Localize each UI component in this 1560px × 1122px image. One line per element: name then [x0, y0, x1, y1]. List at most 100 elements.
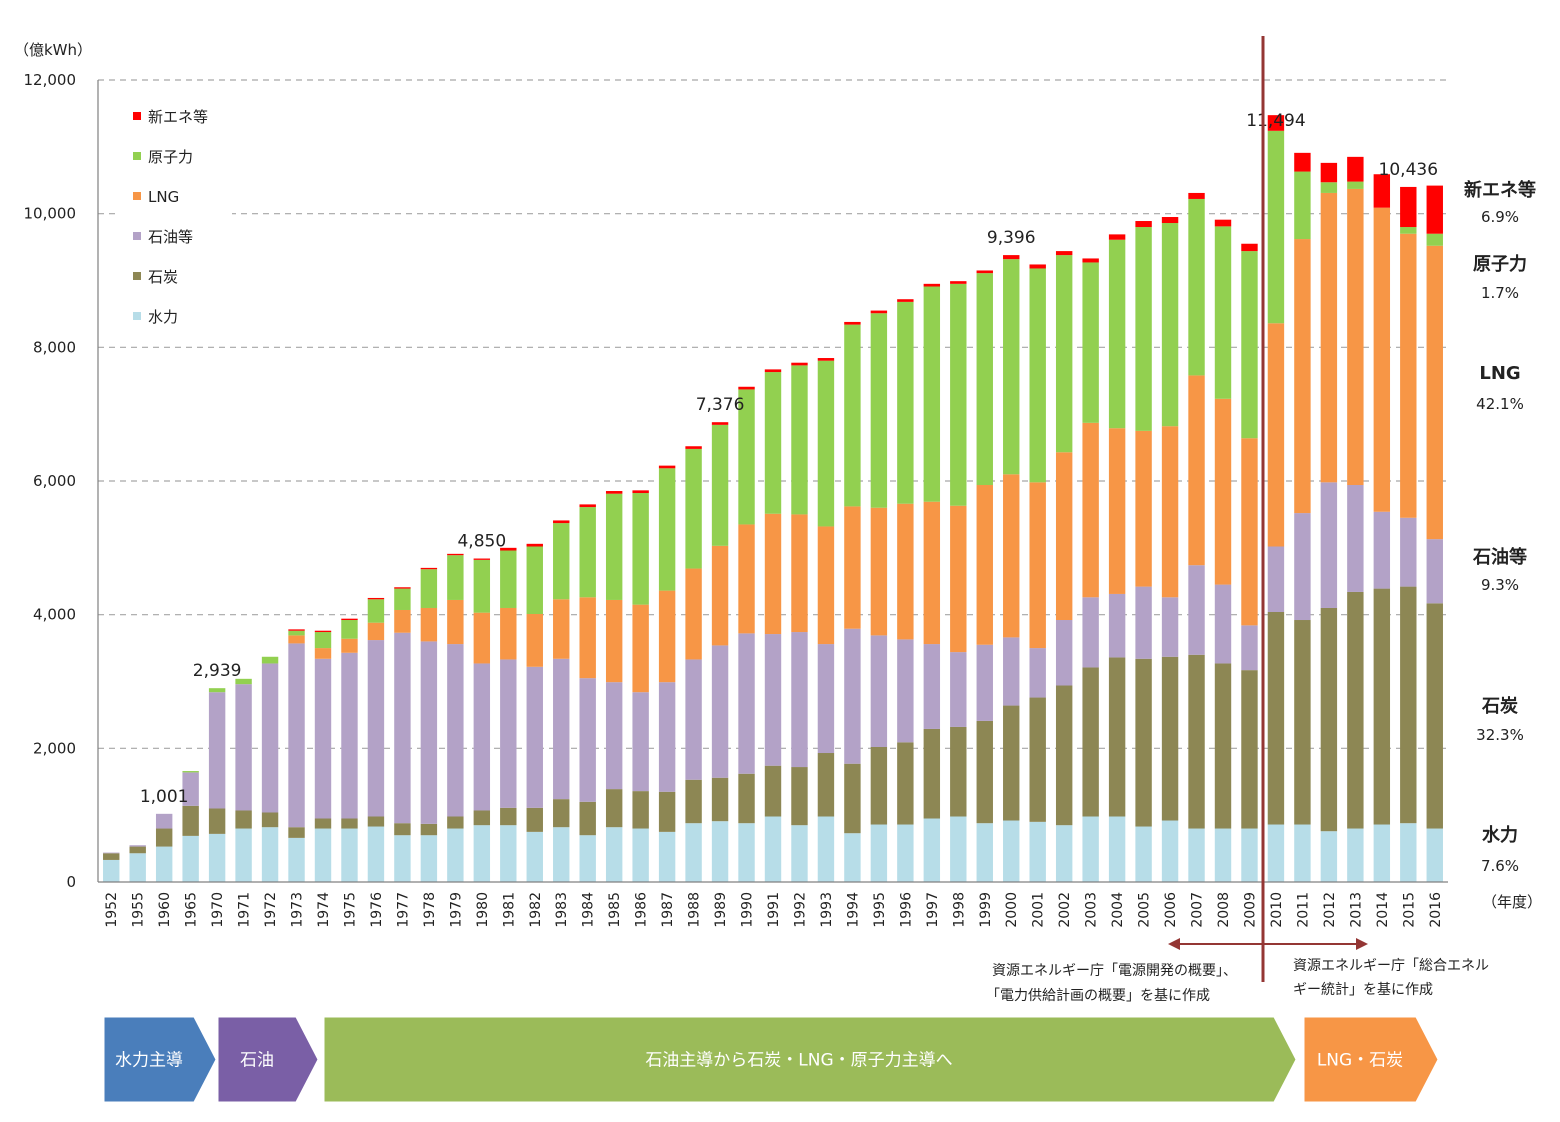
bar-segment — [923, 286, 941, 502]
x-tick-label: 1994 — [845, 892, 861, 928]
x-tick-label: 1987 — [660, 892, 676, 928]
bar-segment — [367, 640, 385, 817]
bar-segment — [1188, 654, 1205, 829]
bar-segment — [658, 831, 676, 882]
y-tick-label: 8,000 — [33, 338, 76, 356]
bar-segment — [1426, 185, 1443, 234]
bar-segment — [1161, 656, 1179, 821]
share-name: 石炭 — [1481, 695, 1518, 717]
x-axis-label: （年度） — [1482, 893, 1542, 911]
bar-segment — [870, 507, 888, 636]
bar-segment — [341, 818, 358, 829]
bar-segment — [1426, 828, 1443, 882]
bar-segment — [1055, 825, 1073, 882]
x-tick-label: 1997 — [925, 892, 941, 928]
bar-segment — [500, 807, 517, 826]
bar-segment — [579, 504, 596, 508]
share-percent: 9.3% — [1481, 576, 1519, 594]
bar-segment — [1241, 670, 1258, 829]
bar-segment — [764, 513, 782, 635]
bar-segment — [870, 746, 888, 825]
legend-label: LNG — [148, 188, 179, 206]
bar-segment — [632, 828, 649, 882]
bar-segment — [817, 753, 835, 817]
bar-segment — [447, 599, 464, 645]
bar-segment — [976, 273, 993, 486]
bar-segment — [1426, 539, 1443, 604]
bar-segment — [1082, 258, 1099, 263]
x-tick-label: 1971 — [237, 892, 253, 928]
bar-segment — [1373, 588, 1391, 825]
bar-segment — [235, 828, 252, 882]
bar-segment — [1400, 233, 1417, 518]
bar-segment — [314, 658, 332, 819]
x-tick-label: 2012 — [1322, 892, 1338, 928]
x-tick-label: 2000 — [1004, 892, 1020, 928]
x-tick-label: 1992 — [792, 892, 808, 928]
bar-segment — [923, 728, 941, 819]
y-tick-label: 0 — [66, 873, 76, 891]
x-tick-label: 1960 — [157, 892, 173, 928]
bar-segment — [764, 369, 782, 373]
bar-segment — [182, 772, 199, 806]
legend-label: 石炭 — [148, 268, 178, 286]
bar-segment — [605, 827, 623, 882]
bar-segment — [685, 446, 702, 449]
x-tick-label: 1952 — [104, 892, 120, 928]
total-label: 10,436 — [1379, 160, 1438, 180]
bar-segment — [182, 805, 199, 836]
bar-segment — [579, 597, 596, 679]
bar-segment — [235, 678, 252, 685]
bar-segment — [923, 283, 941, 287]
bar-segment — [897, 824, 914, 882]
bar-segment — [1426, 233, 1443, 246]
period-divider — [1168, 36, 1368, 982]
bar-segment — [1267, 824, 1285, 882]
legend-label: 原子力 — [148, 148, 193, 166]
bar-segment — [1003, 255, 1020, 260]
bar-segment — [367, 622, 385, 641]
x-tick-label: 2002 — [1057, 892, 1073, 928]
bar-segment — [1347, 188, 1364, 486]
bar-segment — [341, 618, 358, 621]
bar-segment — [1029, 648, 1046, 698]
bar-segment — [685, 448, 702, 569]
bar-segment — [314, 648, 332, 659]
x-tick-label: 1995 — [872, 892, 888, 928]
bar-segment — [1055, 620, 1073, 686]
bar-segment — [632, 604, 649, 693]
bar-segment — [314, 632, 332, 649]
y-tick-label: 2,000 — [33, 739, 76, 757]
y-tick-label: 4,000 — [33, 606, 76, 624]
bar-segment — [1082, 597, 1099, 668]
bar-segment — [579, 835, 596, 882]
bar-segment — [447, 816, 464, 829]
bar-segment — [605, 789, 623, 828]
bar-segment — [870, 824, 888, 882]
bar-segment — [1241, 251, 1258, 439]
bar-segment — [341, 620, 358, 639]
x-tick-label: 1984 — [581, 892, 597, 928]
bar-segment — [1055, 452, 1073, 621]
bar-segment — [367, 599, 385, 623]
bar-segment — [473, 825, 491, 882]
bar-segment — [553, 827, 570, 882]
bar-segment — [1400, 517, 1417, 587]
bar-segment — [764, 816, 782, 882]
total-label: 2,939 — [193, 661, 242, 681]
bar-segment — [791, 767, 808, 826]
x-tick-label: 1996 — [898, 892, 914, 928]
y-unit-label: （億kWh） — [14, 41, 92, 59]
x-tick-label: 2008 — [1216, 892, 1232, 928]
legend-label: 水力 — [148, 308, 178, 326]
bar-segment — [1373, 511, 1391, 589]
x-tick-label: 1983 — [554, 892, 570, 928]
x-tick-label: 1979 — [448, 892, 464, 928]
x-tick-label: 2003 — [1084, 892, 1100, 928]
bar-segment — [394, 835, 411, 882]
bar-segment — [314, 630, 332, 633]
bar-segment — [420, 823, 438, 836]
x-tick-label: 1976 — [369, 892, 385, 928]
bar-segment — [1241, 828, 1258, 882]
bar-segment — [1055, 685, 1073, 826]
